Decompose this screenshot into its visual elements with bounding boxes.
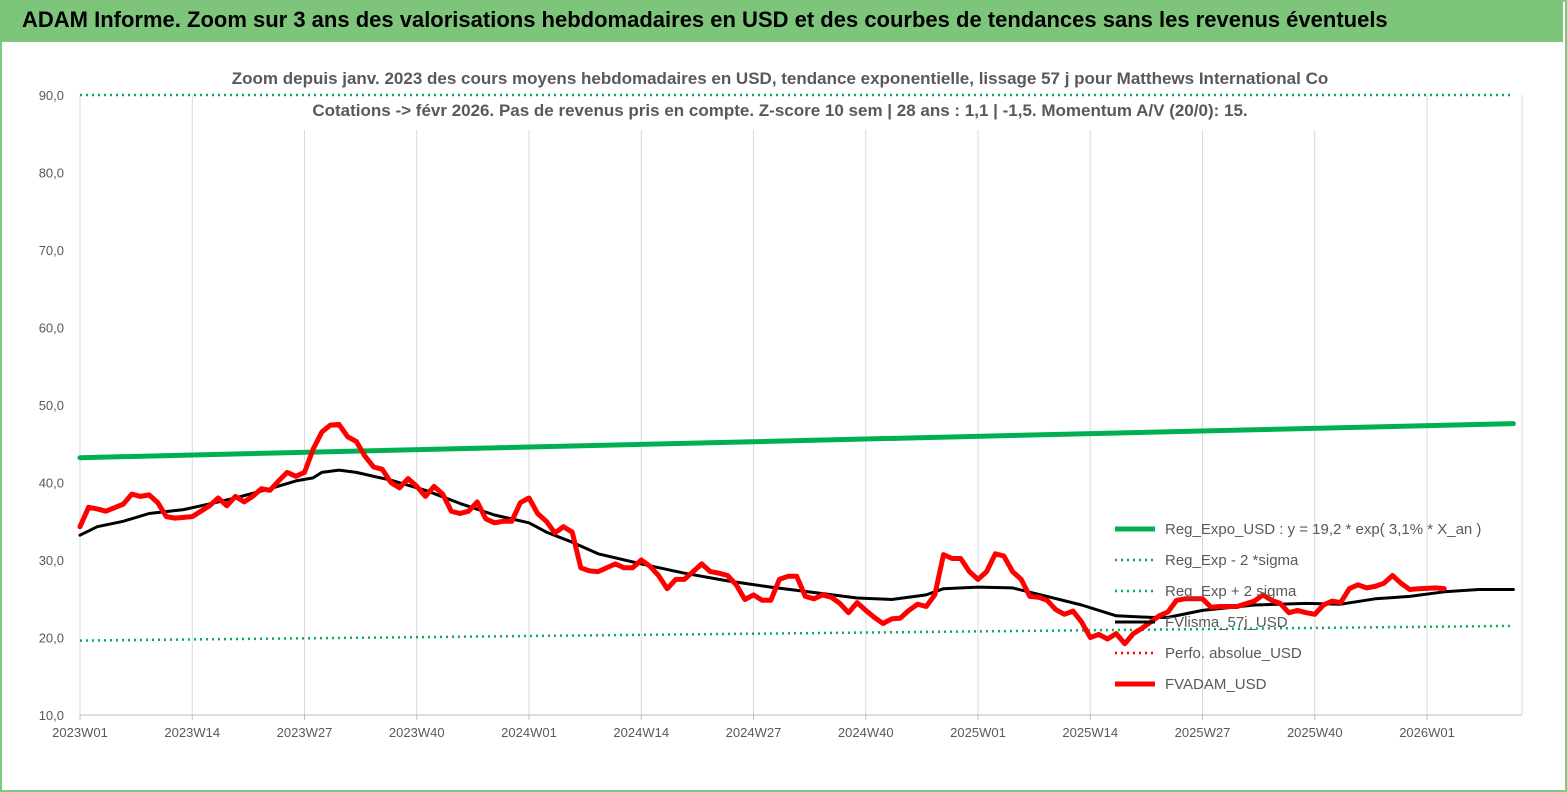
x-tick-label: 2024W01: [501, 725, 557, 740]
y-tick-label: 30,0: [39, 553, 64, 568]
x-tick-label: 2026W01: [1399, 725, 1455, 740]
x-tick-label: 2024W14: [613, 725, 669, 740]
chart-subtitle: Cotations -> févr 2026. Pas de revenus p…: [312, 101, 1247, 120]
y-tick-label: 90,0: [39, 88, 64, 103]
x-tick-label: 2025W01: [950, 725, 1006, 740]
x-tick-label: 2024W40: [838, 725, 894, 740]
series-line-0: [77, 421, 1516, 461]
chart-title: Zoom depuis janv. 2023 des cours moyens …: [232, 69, 1328, 88]
y-tick-label: 10,0: [39, 708, 64, 723]
x-tick-label: 2023W01: [52, 725, 108, 740]
y-tick-label: 50,0: [39, 398, 64, 413]
series-line-1: [79, 624, 1514, 642]
series-line-3: [78, 468, 1515, 619]
y-axis: 10,0 20,0 30,0 40,0 50,0 60,0 70,0 80,0 90,0: [39, 88, 64, 723]
legend-label: FVlisma_57j_USD: [1165, 614, 1288, 631]
x-tick-label: 2025W14: [1062, 725, 1118, 740]
report-title: ADAM Informe. Zoom sur 3 ans des valoris…: [22, 7, 1388, 32]
legend: Reg_Expo_USD : y = 19,2 * exp( 3,1% * X_…: [1115, 521, 1481, 693]
subtitle-background: [205, 58, 1355, 130]
y-tick-label: 70,0: [39, 243, 64, 258]
grid-lines: [79, 95, 1523, 715]
series-lines: [77, 93, 1516, 647]
legend-label: Reg_Exp - 2 *sigma: [1165, 552, 1299, 569]
legend-label: Perfo. absolue_USD: [1165, 645, 1302, 662]
x-tick-label: 2023W40: [389, 725, 445, 740]
x-tick-label: 2024W27: [726, 725, 782, 740]
x-tick-label: 2025W27: [1175, 725, 1231, 740]
report-banner: ADAM Informe. Zoom sur 3 ans des valoris…: [0, 0, 1563, 42]
x-tick-label: 2023W14: [164, 725, 220, 740]
legend-label: Reg_Exp + 2 sigma: [1165, 583, 1297, 600]
x-tick-label: 2023W27: [277, 725, 333, 740]
legend-label: Reg_Expo_USD : y = 19,2 * exp( 3,1% * X_…: [1165, 521, 1481, 538]
y-tick-label: 20,0: [39, 631, 64, 646]
series-line-5: [77, 421, 1447, 647]
legend-label: FVADAM_USD: [1165, 676, 1267, 693]
x-axis: 2023W01 2023W14 2023W27 2023W40 2024W01 2024W…: [52, 714, 1522, 740]
y-tick-label: 40,0: [39, 476, 64, 491]
y-tick-label: 80,0: [39, 166, 64, 181]
y-tick-label: 60,0: [39, 321, 64, 336]
x-tick-label: 2025W40: [1287, 725, 1343, 740]
